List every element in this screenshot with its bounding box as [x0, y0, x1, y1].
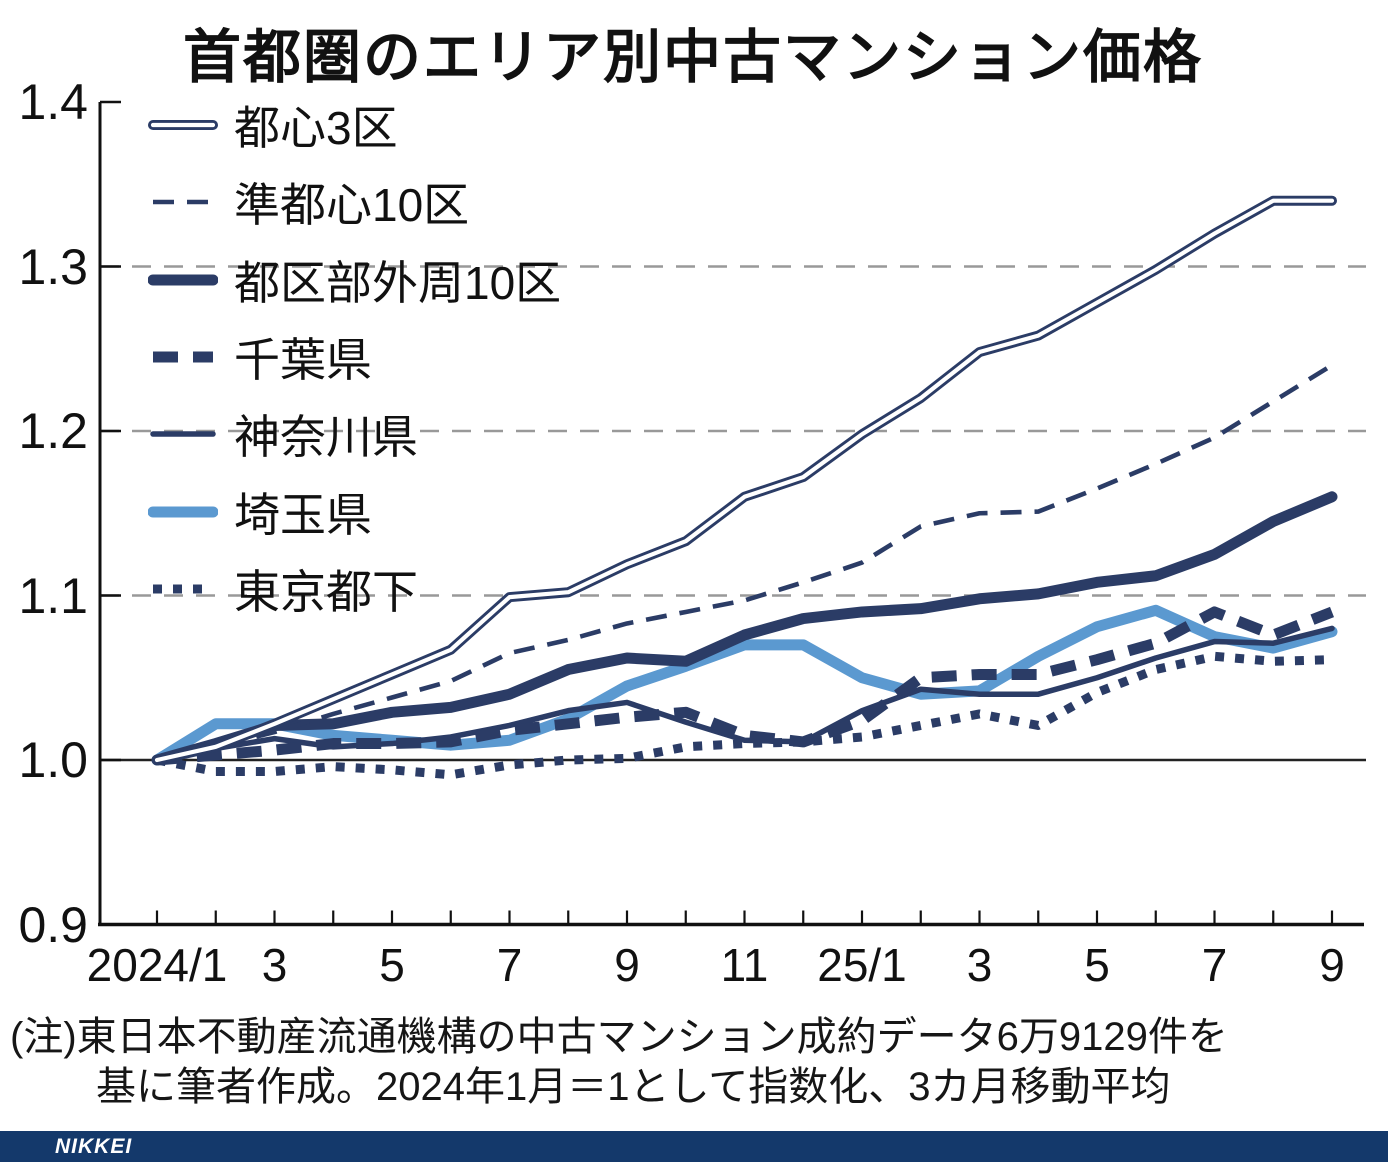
x-tick-label: 3	[966, 938, 993, 991]
x-tick-label: 11	[720, 938, 769, 991]
series-line-thin-dashed	[156, 363, 1334, 763]
y-tick-label: 1.0	[18, 732, 88, 788]
source-note: (注)東日本不動産流通機構の中古マンション成約データ6万9129件を 基に筆者作…	[0, 1012, 1388, 1112]
x-tick-label: 9	[614, 938, 640, 991]
x-tick-label: 7	[496, 938, 523, 991]
x-tick-label: 25/1	[817, 938, 907, 991]
series-line-thin-solid	[154, 625, 1335, 763]
series-line-double	[152, 195, 1337, 765]
chart-title: 首都圏のエリア別中古マンション価格	[183, 25, 1204, 90]
y-tick-label: 0.9	[18, 896, 88, 953]
y-tick-label: 1.2	[18, 403, 88, 459]
source-note-line1: (注)東日本不動産流通機構の中古マンション成約データ6万9129件を	[10, 1015, 1228, 1059]
y-tick-label: 1.4	[18, 74, 88, 130]
line-chart	[98, 100, 1366, 927]
series-line-double	[154, 198, 1335, 763]
footer-brand-bar: NIKKEI	[0, 1131, 1388, 1162]
series-line-thick-solid	[151, 604, 1338, 766]
x-tick-label: 9	[1319, 938, 1345, 991]
nikkei-logo: NIKKEI	[55, 1135, 133, 1158]
x-tick-label: 5	[1084, 938, 1110, 991]
series-line-thick-solid	[151, 491, 1338, 766]
x-tick-label: 5	[379, 938, 405, 991]
series-line-thick-dashed	[156, 606, 1335, 766]
y-tick-label: 1.1	[18, 567, 88, 624]
source-note-line2: 基に筆者作成。2024年1月＝1として指数化、3カ月移動平均	[96, 1065, 1171, 1109]
x-tick-label: 3	[261, 938, 288, 991]
x-tick-label: 2024/1	[86, 938, 228, 991]
x-tick-label: 7	[1201, 938, 1228, 991]
y-tick-label: 1.3	[18, 238, 88, 295]
